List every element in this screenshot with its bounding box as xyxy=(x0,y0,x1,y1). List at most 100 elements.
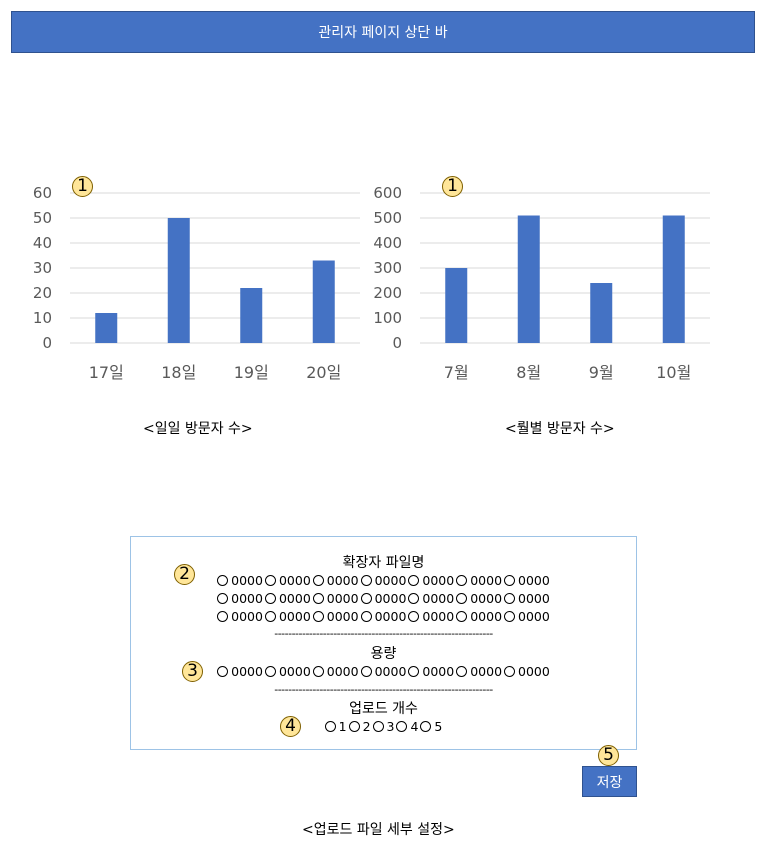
radio-option[interactable]: 4 xyxy=(396,719,418,734)
radio-option[interactable]: 0000 xyxy=(456,591,502,606)
radio-circle-icon[interactable] xyxy=(456,575,468,586)
radio-circle-icon[interactable] xyxy=(324,721,336,732)
save-button-label: 저장 xyxy=(596,774,623,791)
radio-circle-icon[interactable] xyxy=(420,721,432,732)
x-tick-label: 9월 xyxy=(589,363,614,382)
radio-circle-icon[interactable] xyxy=(408,611,420,622)
radio-option[interactable]: 0000 xyxy=(360,664,407,679)
radio-option[interactable]: 0000 xyxy=(312,664,359,679)
radio-option[interactable]: 0000 xyxy=(217,609,263,624)
radio-circle-icon[interactable] xyxy=(408,666,420,677)
radio-circle-icon[interactable] xyxy=(312,611,324,622)
y-tick-label: 60 xyxy=(33,184,52,202)
radio-option-label: 0000 xyxy=(326,664,359,679)
x-tick-label: 20일 xyxy=(306,363,341,382)
radio-option[interactable]: 0000 xyxy=(312,573,359,588)
radio-circle-icon[interactable] xyxy=(456,593,468,604)
radio-option[interactable]: 0000 xyxy=(456,664,502,679)
radio-circle-icon[interactable] xyxy=(396,721,408,732)
save-button[interactable]: 저장 xyxy=(582,766,637,797)
radio-option[interactable]: 0000 xyxy=(408,609,454,624)
top-bar-title: 관리자 페이지 상단 바 xyxy=(318,25,448,41)
radio-option[interactable]: 0000 xyxy=(217,573,263,588)
upload-settings-panel: 확장자 파일명 0000 0000 0000 0000 0000 0000 0000 000… xyxy=(130,536,637,750)
radio-circle-icon[interactable] xyxy=(264,575,276,586)
radio-circle-icon[interactable] xyxy=(504,575,516,586)
monthly-visitors-chart-svg: 0 100 200 300 400 500 600 7월 8월 9월 10월 xyxy=(373,184,710,382)
radio-option[interactable]: 0000 xyxy=(408,664,454,679)
radio-circle-icon[interactable] xyxy=(408,593,420,604)
bar xyxy=(662,215,685,343)
radio-circle-icon[interactable] xyxy=(504,611,516,622)
radio-option-label: 0000 xyxy=(422,609,455,624)
y-tick-label: 600 xyxy=(373,184,402,202)
radio-option-label: 1 xyxy=(338,719,347,734)
radio-option[interactable]: 0000 xyxy=(408,591,454,606)
capacity-options-row: 0000 0000 0000 0000 0000 0000 0000 xyxy=(131,664,636,679)
bar xyxy=(240,288,263,343)
radio-circle-icon[interactable] xyxy=(264,593,276,604)
marker-badge-1b: 1 xyxy=(442,176,463,197)
radio-option-label: 0000 xyxy=(231,609,263,624)
radio-circle-icon[interactable] xyxy=(456,611,468,622)
x-tick-label: 8월 xyxy=(516,363,541,382)
radio-option[interactable]: 0000 xyxy=(504,591,550,606)
radio-circle-icon[interactable] xyxy=(348,721,360,732)
radio-option[interactable]: 0000 xyxy=(217,591,263,606)
radio-circle-icon[interactable] xyxy=(217,666,229,677)
radio-option[interactable]: 5 xyxy=(420,719,442,734)
radio-option[interactable]: 3 xyxy=(372,719,394,734)
radio-option-label: 0000 xyxy=(422,591,455,606)
radio-circle-icon[interactable] xyxy=(217,575,229,586)
radio-circle-icon[interactable] xyxy=(217,611,229,622)
radio-option[interactable]: 0000 xyxy=(217,664,263,679)
bar xyxy=(445,268,468,343)
radio-circle-icon[interactable] xyxy=(504,666,516,677)
radio-circle-icon[interactable] xyxy=(372,721,384,732)
radio-option[interactable]: 0000 xyxy=(504,573,550,588)
radio-option[interactable]: 1 xyxy=(324,719,347,734)
y-tick-label: 40 xyxy=(33,234,52,252)
radio-option[interactable]: 0000 xyxy=(312,609,359,624)
radio-option[interactable]: 0000 xyxy=(360,591,406,606)
radio-circle-icon[interactable] xyxy=(504,593,516,604)
radio-option[interactable]: 0000 xyxy=(504,609,550,624)
radio-circle-icon[interactable] xyxy=(456,666,468,677)
radio-circle-icon[interactable] xyxy=(312,593,324,604)
radio-option-label: 0000 xyxy=(374,573,407,588)
radio-circle-icon[interactable] xyxy=(360,666,372,677)
radio-option[interactable]: 0000 xyxy=(504,664,550,679)
radio-circle-icon[interactable] xyxy=(264,666,276,677)
radio-circle-icon[interactable] xyxy=(217,593,229,604)
radio-option[interactable]: 0000 xyxy=(408,573,454,588)
radio-option[interactable]: 0000 xyxy=(264,591,311,606)
radio-option-label: 0000 xyxy=(470,591,503,606)
marker-badge-3: 3 xyxy=(182,661,203,682)
radio-option[interactable]: 0000 xyxy=(456,609,502,624)
radio-circle-icon[interactable] xyxy=(408,575,420,586)
radio-option-label: 0000 xyxy=(374,664,407,679)
radio-circle-icon[interactable] xyxy=(360,593,372,604)
monthly-visitors-chart: 0 100 200 300 400 500 600 7월 8월 9월 10월 xyxy=(373,170,740,395)
radio-option-label: 2 xyxy=(362,719,371,734)
section-divider: ----------------------------------------… xyxy=(274,683,493,696)
radio-option[interactable]: 2 xyxy=(348,719,371,734)
radio-circle-icon[interactable] xyxy=(312,666,324,677)
y-tick-label: 50 xyxy=(33,209,52,227)
radio-option[interactable]: 0000 xyxy=(456,573,502,588)
radio-option[interactable]: 0000 xyxy=(360,573,407,588)
radio-option-label: 0000 xyxy=(278,664,311,679)
radio-circle-icon[interactable] xyxy=(360,575,372,586)
bar xyxy=(590,283,613,343)
radio-option[interactable]: 0000 xyxy=(264,664,311,679)
y-tick-label: 400 xyxy=(373,234,402,252)
radio-option[interactable]: 0000 xyxy=(312,591,359,606)
radio-circle-icon[interactable] xyxy=(264,611,276,622)
y-tick-label: 500 xyxy=(373,209,402,227)
radio-option[interactable]: 0000 xyxy=(360,609,406,624)
radio-option[interactable]: 0000 xyxy=(264,609,311,624)
radio-option[interactable]: 0000 xyxy=(264,573,311,588)
radio-circle-icon[interactable] xyxy=(312,575,324,586)
radio-circle-icon[interactable] xyxy=(360,611,372,622)
